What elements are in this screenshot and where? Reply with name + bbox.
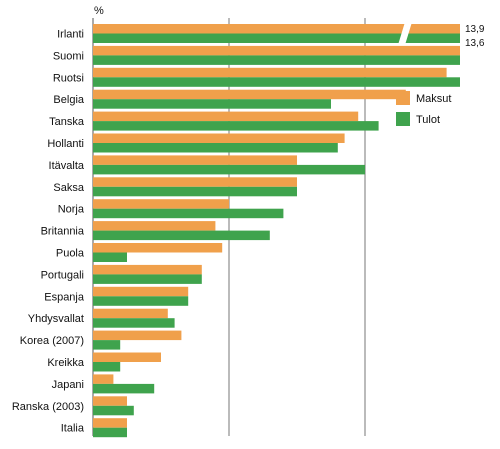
category-label: Portugali xyxy=(41,269,84,281)
category-labels: Irlanti Suomi Ruotsi Belgia Tanska Hollanti It… xyxy=(12,29,85,435)
bar-maksut xyxy=(93,24,460,34)
bar-maksut xyxy=(93,111,359,122)
bar-maksut xyxy=(93,89,406,100)
category-label: Itävalta xyxy=(49,160,85,172)
bar-tulot xyxy=(93,121,379,131)
legend-label-tulot: Tulot xyxy=(416,114,440,126)
category-label: Espanja xyxy=(44,291,85,303)
legend-swatch-tulot xyxy=(396,112,410,126)
unit-label: % xyxy=(94,5,104,17)
category-label: Japani xyxy=(52,379,84,391)
bar-maksut xyxy=(93,243,223,253)
legend-label-maksut: Maksut xyxy=(416,93,451,105)
value-label-tulot-irlanti: 13,6 xyxy=(465,38,485,49)
bar-tulot xyxy=(93,318,175,328)
bar-maksut xyxy=(93,264,202,275)
bar-maksut xyxy=(93,330,182,341)
bar-maksut xyxy=(93,221,216,231)
bar-maksut xyxy=(93,67,447,78)
category-label: Britannia xyxy=(41,226,85,238)
bar-tulot xyxy=(93,383,155,394)
bar-maksut xyxy=(93,352,161,362)
bar-maksut xyxy=(93,155,297,165)
bar-tulot xyxy=(93,274,202,284)
bar-tulot xyxy=(93,427,127,438)
category-label: Irlanti xyxy=(57,29,84,41)
category-label: Puola xyxy=(56,248,85,260)
bar-maksut xyxy=(93,133,345,143)
bar-maksut xyxy=(93,374,114,384)
bar-tulot xyxy=(93,230,270,241)
bar-tulot xyxy=(93,362,121,372)
category-label: Ruotsi xyxy=(53,72,84,84)
bar-maksut xyxy=(93,177,297,187)
bar-tulot xyxy=(93,143,338,153)
bar-maksut xyxy=(93,199,229,209)
axis-break xyxy=(398,22,412,45)
bar-tulot xyxy=(93,340,121,350)
category-label: Norja xyxy=(58,204,85,216)
category-label: Belgia xyxy=(53,94,84,106)
bar-maksut xyxy=(93,418,127,428)
bar-tulot xyxy=(93,33,460,43)
break-marker xyxy=(398,22,412,45)
bar-tulot xyxy=(93,99,331,109)
bar-tulot xyxy=(93,405,134,416)
bar-tulot xyxy=(93,186,297,197)
bar-maksut xyxy=(93,308,168,319)
category-label: Hollanti xyxy=(47,138,84,150)
bar-maksut xyxy=(93,45,460,56)
bar-maksut xyxy=(93,286,189,297)
category-label: Korea (2007) xyxy=(20,335,84,347)
bar-tulot xyxy=(93,296,189,306)
bars xyxy=(93,24,460,438)
category-label: Kreikka xyxy=(47,357,85,369)
category-label: Suomi xyxy=(53,50,84,62)
bar-tulot xyxy=(93,77,460,87)
bar-maksut xyxy=(93,396,127,406)
category-label: Ranska (2003) xyxy=(12,401,84,413)
category-label: Yhdysvallat xyxy=(28,313,84,325)
legend-swatch-maksut xyxy=(396,91,410,105)
bar-tulot xyxy=(93,164,365,175)
bar-tulot xyxy=(93,208,284,219)
bar-tulot xyxy=(93,252,127,262)
value-label-maksut-irlanti: 13,9 xyxy=(465,24,485,35)
category-label: Italia xyxy=(61,423,85,435)
legend: Maksut Tulot xyxy=(396,91,451,126)
category-label: Tanska xyxy=(49,116,85,128)
category-label: Saksa xyxy=(53,182,84,194)
bar-tulot xyxy=(93,55,460,65)
